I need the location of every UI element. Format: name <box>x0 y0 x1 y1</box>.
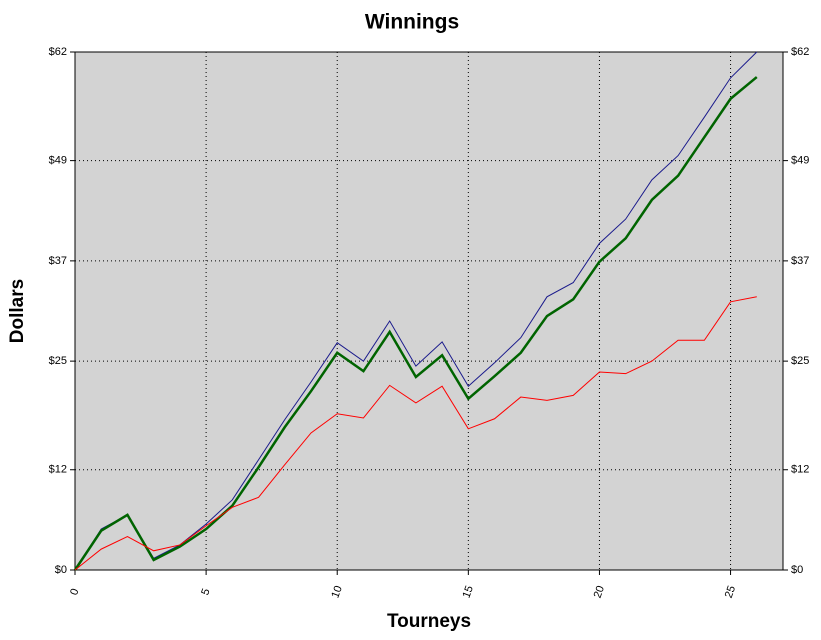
y2-tick-label: $12 <box>791 464 809 476</box>
x-tick-label: 25 <box>723 584 738 600</box>
y2-tick-label: $49 <box>791 155 809 167</box>
y2-tick-label: $0 <box>791 564 803 576</box>
series-line <box>74 296 757 571</box>
y-axis-title: Dollars <box>7 279 28 343</box>
y-tick-label: $62 <box>49 46 67 58</box>
y-tick-label: $49 <box>49 155 67 167</box>
y-tick-label: $0 <box>55 564 67 576</box>
y2-tick-label: $37 <box>791 255 809 267</box>
chart-title: Winnings <box>365 11 459 34</box>
x-tick-label: 0 <box>68 587 81 597</box>
x-tick-label: 20 <box>592 584 607 600</box>
y2-tick-label: $25 <box>791 355 809 367</box>
y-tick-label: $25 <box>49 355 67 367</box>
x-tick-label: 15 <box>461 584 476 600</box>
plot-area <box>75 52 783 570</box>
x-tick-label: 5 <box>199 587 212 597</box>
plot-border <box>74 51 784 571</box>
x-axis-title: Tourneys <box>387 611 471 632</box>
series-line <box>73 76 758 571</box>
y-tick-label: $12 <box>49 464 67 476</box>
y2-tick-label: $62 <box>791 46 809 58</box>
x-tick-label: 10 <box>329 584 344 600</box>
y-tick-label: $37 <box>49 255 67 267</box>
